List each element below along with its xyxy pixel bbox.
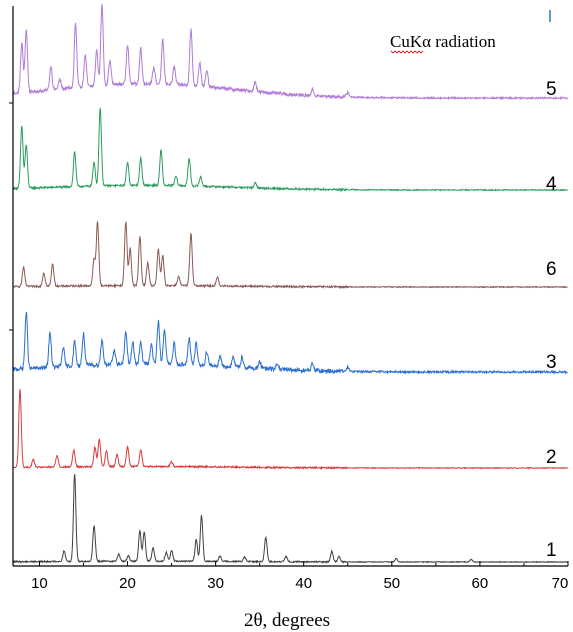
series-2-label: 2	[546, 447, 557, 468]
series-2-line	[12, 389, 568, 471]
series-4-label: 4	[546, 174, 557, 195]
radiation-annotation: CuKα radiation	[390, 32, 496, 54]
series-4-line	[12, 107, 568, 193]
series-5-line	[12, 3, 569, 101]
x-axis-label: 2θ, degrees	[244, 610, 330, 631]
series-5-label: 5	[546, 79, 557, 100]
series-1-label: 1	[546, 540, 557, 561]
series-3-label: 3	[546, 352, 557, 373]
x-tick-label: 70	[552, 575, 569, 592]
series-6-line	[13, 220, 568, 290]
spellcheck-underline	[390, 50, 424, 54]
x-tick-label: 50	[383, 575, 400, 592]
series-1-line	[12, 473, 568, 565]
x-tick-label: 60	[472, 575, 489, 592]
x-tick-label: 10	[31, 575, 48, 592]
series-3-line	[12, 311, 568, 375]
annotation-text: CuKα radiation	[390, 32, 496, 51]
series-labels: 5 4 6 3 2 1	[546, 79, 557, 561]
x-tick-label: 20	[119, 575, 136, 592]
x-tick-label: 40	[295, 575, 312, 592]
series-curves	[12, 3, 569, 565]
x-axis-ticks: 10 20 30 40 50 60 70	[31, 561, 569, 592]
x-tick-label: 30	[207, 575, 224, 592]
plot-frame	[9, 6, 568, 567]
series-6-label: 6	[546, 259, 557, 280]
